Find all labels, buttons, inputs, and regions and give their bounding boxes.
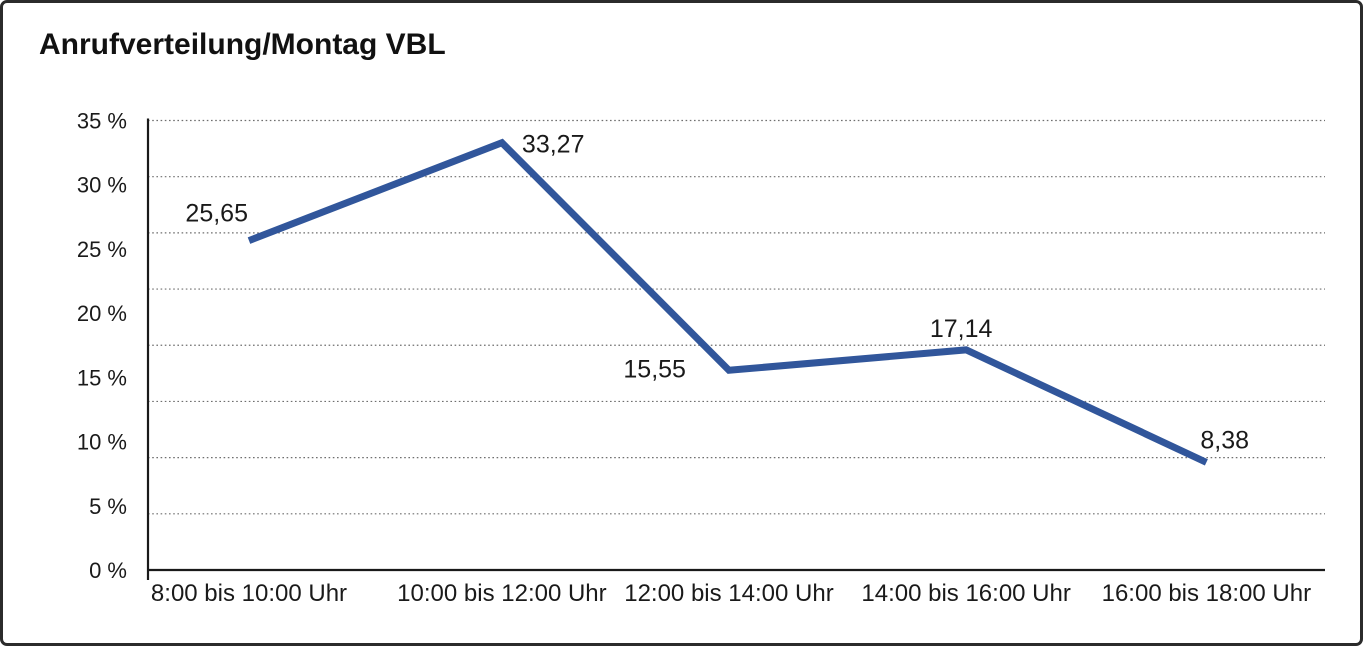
y-axis-tick-label: 20 % [77, 301, 127, 326]
y-axis-tick-label: 5 % [89, 494, 127, 519]
y-axis-tick-label: 10 % [77, 430, 127, 455]
data-point-label: 17,14 [930, 315, 993, 343]
data-point-label: 8,38 [1200, 426, 1249, 454]
y-axis-tick-label: 0 % [89, 558, 127, 583]
x-axis-category-label: 8:00 bis 10:00 Uhr [151, 580, 347, 607]
y-axis-tick-label: 25 % [77, 237, 127, 262]
x-axis-category-label: 12:00 bis 14:00 Uhr [624, 580, 833, 607]
line-chart: 0 % 5 % 10 % 15 % 20 % 25 % 30 % 35 % 8:00 bis 1… [77, 109, 1325, 607]
data-point-label: 33,27 [522, 131, 585, 159]
y-axis-tick-label: 35 % [77, 109, 127, 134]
y-axis-tick-label: 30 % [77, 173, 127, 198]
chart-title: Anrufverteilung/Montag VBL [39, 28, 446, 61]
x-axis-category-label: 14:00 bis 16:00 Uhr [861, 580, 1070, 607]
y-axis-tick-label: 15 % [77, 365, 127, 390]
data-line [247, 138, 1208, 466]
data-point-label: 25,65 [185, 200, 248, 228]
x-axis-category-label: 16:00 bis 18:00 Uhr [1102, 580, 1311, 607]
data-point-label: 15,55 [623, 355, 686, 383]
x-axis-category-label: 10:00 bis 12:00 Uhr [397, 580, 606, 607]
